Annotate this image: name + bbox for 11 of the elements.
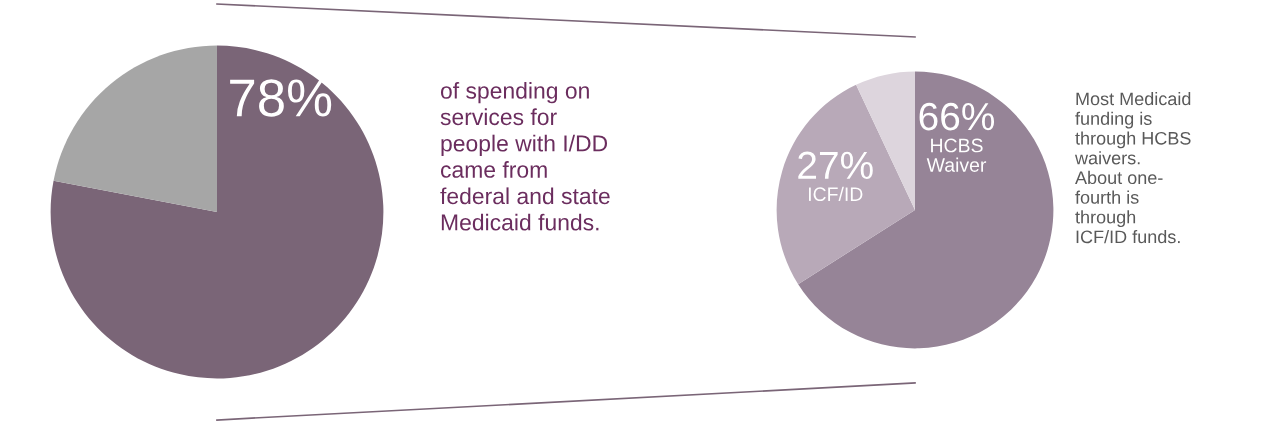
data-label: 27%	[798, 151, 873, 179]
pie-slice	[50, 45, 384, 379]
data-label: 78%	[230, 79, 332, 117]
text: Most Medicaid funding is through HCBS waivers. About one- fourth is through ICF/ID funds.	[1074, 92, 1191, 244]
pie-slice	[776, 84, 915, 285]
pie-slice	[53, 45, 217, 212]
slice-label: ICF/ID	[808, 186, 863, 202]
slice-label: HCBS Waiver	[926, 138, 987, 172]
data-label: 66%	[919, 102, 995, 131]
pie-slice	[798, 71, 1054, 349]
text: of spending on services for people with I/DD came from federal and state Medicaid funds.	[440, 82, 610, 231]
